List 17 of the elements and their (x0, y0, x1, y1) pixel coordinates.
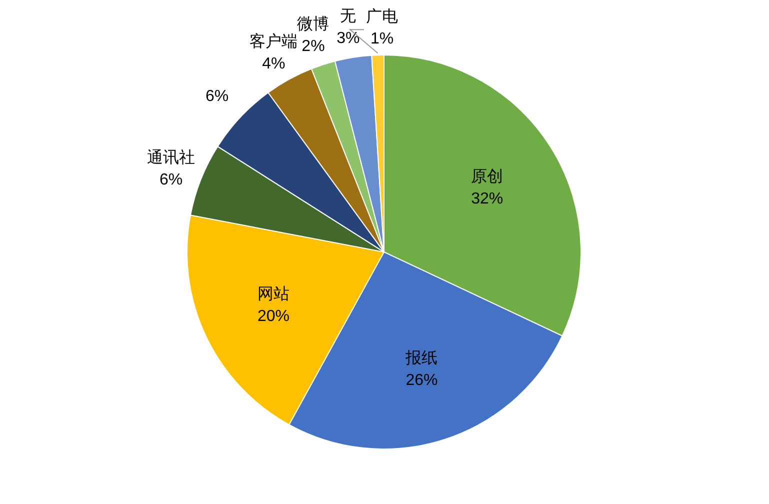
data-label: 20% (257, 308, 290, 326)
slice-label: 报纸 (404, 350, 438, 368)
slice-label: 无 (340, 8, 356, 25)
slice-label: 通讯社 (147, 148, 196, 167)
data-label: 4% (262, 55, 286, 72)
data-label: 2% (302, 38, 325, 56)
slice-label: 客户端 (250, 32, 298, 50)
data-label: 26% (406, 372, 438, 390)
slice-label: 网站 (257, 285, 290, 304)
data-label: 6% (206, 88, 229, 106)
slice-label: 微博 (297, 15, 330, 34)
data-label: 32% (471, 190, 504, 208)
data-label: 1% (370, 30, 394, 48)
slice-label: 原创 (471, 168, 504, 186)
data-label: 3% (336, 30, 360, 47)
slice-label: 广电 (366, 8, 398, 26)
data-label: 6% (160, 172, 183, 189)
